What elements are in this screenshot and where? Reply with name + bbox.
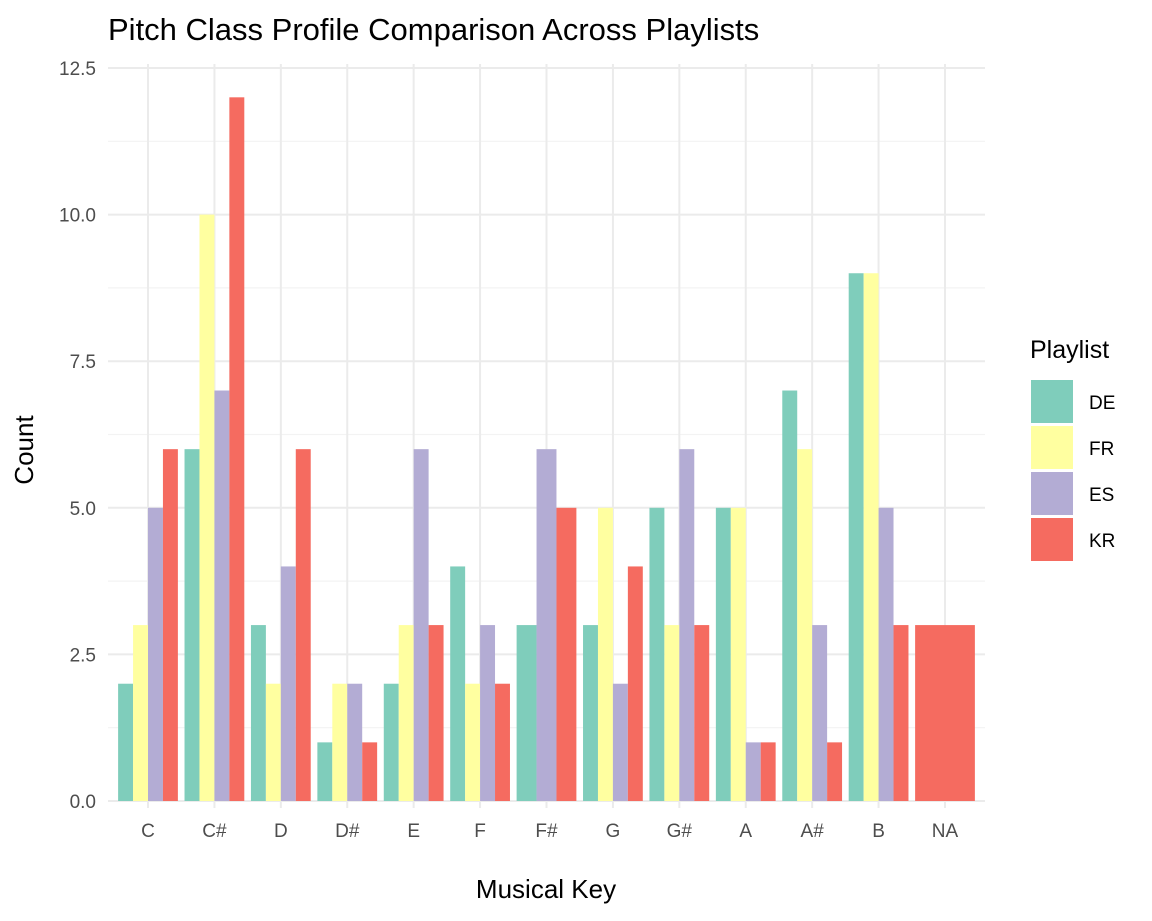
bar-es (347, 683, 363, 801)
x-tick-label: E (407, 821, 420, 842)
bar-fr (597, 507, 613, 801)
x-tick-label: NA (932, 821, 959, 842)
y-tick-label: 10.0 (59, 206, 96, 227)
bar-kr (295, 449, 311, 801)
bar-es (679, 449, 695, 801)
bar-kr (229, 97, 245, 801)
x-tick-label: C (141, 821, 155, 842)
bar-kr (694, 625, 710, 801)
bar-es (280, 566, 296, 801)
bar-de (317, 742, 333, 801)
bar-fr (332, 683, 348, 801)
bar-de (383, 683, 399, 801)
bar-es (745, 742, 761, 801)
legend-key-fr (1031, 426, 1073, 469)
bar-es (413, 449, 429, 801)
bar-de (184, 449, 200, 801)
legend-key-de (1031, 380, 1073, 423)
bar-de (118, 683, 134, 801)
x-tick-label: C# (202, 821, 227, 842)
x-tick-label: D# (335, 821, 360, 842)
bar-fr (797, 449, 813, 801)
bar-de (516, 625, 537, 801)
x-tick-labels: C C# D D# E F F# G G# A A# B NA (141, 821, 958, 842)
y-tick-label: 7.5 (70, 352, 96, 373)
y-tick-label: 5.0 (70, 499, 96, 520)
x-tick-label: A# (801, 821, 825, 842)
x-tick-label: G# (667, 821, 693, 842)
y-tick-label: 2.5 (70, 645, 96, 666)
bar-de (649, 507, 665, 801)
bar-de (782, 390, 798, 801)
bar-de (848, 273, 864, 801)
bar-fr (863, 273, 879, 801)
bar-kr (162, 449, 178, 801)
bar-kr (627, 566, 643, 801)
bar-kr (362, 742, 378, 801)
bar-kr (428, 625, 444, 801)
bar-es (148, 507, 163, 801)
legend-title: Playlist (1030, 336, 1109, 364)
bar-kr (827, 742, 843, 801)
bar-fr (199, 214, 215, 802)
bar-es (480, 625, 496, 801)
x-tick-label: A (739, 821, 752, 842)
x-tick-label: G (606, 821, 621, 842)
bar-fr (465, 683, 481, 801)
chart-title: Pitch Class Profile Comparison Across Pl… (108, 12, 759, 47)
legend: Playlist DE FR ES KR (1030, 336, 1115, 561)
x-tick-label: F# (535, 821, 558, 842)
bar-es (812, 625, 828, 801)
bar-fr (664, 625, 680, 801)
bar-es (214, 390, 230, 801)
legend-label: DE (1089, 393, 1115, 414)
bar-kr (760, 742, 776, 801)
legend-items: DE FR ES KR (1031, 380, 1115, 561)
x-tick-label: F (474, 821, 486, 842)
bar-kr (893, 625, 909, 801)
bar-es (536, 449, 557, 801)
bar-de (583, 625, 598, 801)
bar-es (612, 683, 628, 801)
bar-fr (398, 625, 414, 801)
bar-fr (133, 625, 148, 801)
bars (118, 97, 975, 802)
x-tick-label: D (274, 821, 288, 842)
legend-label: KR (1089, 531, 1115, 552)
legend-key-kr (1031, 518, 1073, 561)
x-axis-title: Musical Key (476, 874, 616, 904)
bar-de (450, 566, 466, 801)
bar-es (878, 507, 894, 801)
bar-kr (495, 683, 510, 801)
y-tick-label: 12.5 (59, 59, 96, 80)
legend-label: ES (1089, 485, 1114, 506)
y-tick-labels: 0.0 2.5 5.0 7.5 10.0 12.5 (59, 59, 96, 813)
legend-label: FR (1089, 439, 1114, 460)
bar-fr (265, 683, 281, 801)
y-axis-title: Count (9, 415, 39, 485)
bar-kr (915, 625, 975, 801)
bar-kr (556, 507, 577, 801)
bar-de (715, 507, 731, 801)
x-tick-label: B (872, 821, 885, 842)
bar-de (250, 625, 266, 801)
legend-key-es (1031, 472, 1073, 515)
y-tick-label: 0.0 (70, 792, 96, 813)
bar-fr (730, 507, 746, 801)
